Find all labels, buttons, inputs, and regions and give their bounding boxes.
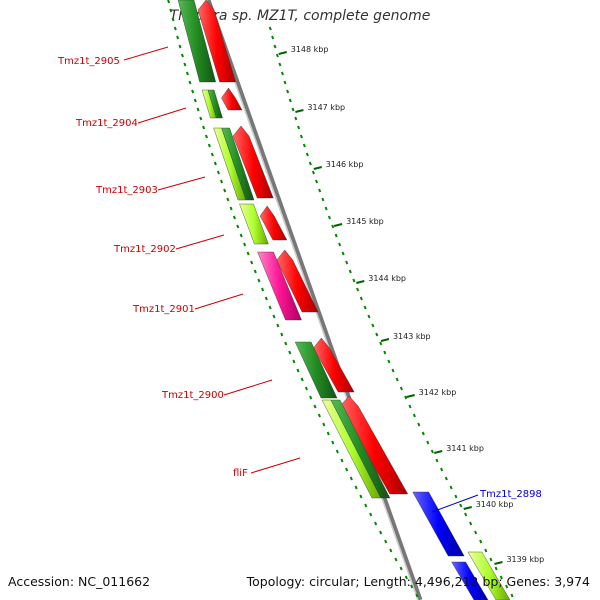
cog-tmz1t-2901	[257, 251, 302, 321]
map-title: Thauera sp. MZ1T, complete genome	[169, 8, 431, 24]
accession-text: Accession: NC_011662	[8, 574, 151, 589]
leader-line	[431, 494, 479, 513]
gene-label[interactable]: Tmz1t_2900	[161, 390, 224, 401]
tick-mark	[356, 280, 365, 284]
tick-mark	[278, 51, 287, 55]
gene-label[interactable]: Tmz1t_2902	[113, 244, 176, 255]
cds-tmz1t-2904	[221, 87, 243, 111]
cog-tmz1t-2905	[177, 0, 216, 83]
cds-tmz1t-2898	[412, 491, 465, 557]
tick-mark	[295, 109, 304, 113]
leader-line	[250, 457, 301, 474]
cds-tmz1t-2900	[313, 337, 355, 393]
cog-next-a	[467, 551, 511, 600]
leader-line	[223, 379, 273, 396]
tick-mark	[333, 223, 343, 227]
tick-mark	[463, 506, 472, 510]
tick-label: 3148 kbp	[291, 45, 329, 54]
cog-tmz1t-2904-b	[207, 89, 223, 119]
tick-label: 3141 kbp	[446, 444, 484, 453]
tick-label: 3142 kbp	[419, 388, 457, 397]
tick-label: 3144 kbp	[368, 274, 406, 283]
tick-label: 3147 kbp	[307, 103, 345, 112]
tick-mark	[494, 561, 503, 565]
gene-label[interactable]: Tmz1t_2904	[75, 118, 138, 129]
tick-mark	[313, 166, 323, 170]
tick-label: 3140 kbp	[476, 500, 514, 509]
leader-line	[137, 107, 187, 124]
tick-mark	[380, 338, 390, 342]
cog-flif-b	[330, 399, 391, 499]
gene-features	[177, 0, 511, 600]
gene-labels: Tmz1t_2905 Tmz1t_2904 Tmz1t_2903 Tmz1t_2902…	[57, 46, 542, 513]
dotted-guides	[167, 0, 514, 598]
tick-mark	[406, 394, 415, 398]
cds-flif	[339, 395, 409, 495]
gene-label[interactable]: Tmz1t_2903	[95, 185, 158, 196]
leader-line	[123, 46, 169, 61]
tick-label: 3143 kbp	[393, 332, 431, 341]
leader-line	[157, 176, 206, 191]
genome-summary-text: Topology: circular; Length: 4,496,212 bp…	[246, 574, 590, 589]
gene-label[interactable]: Tmz1t_2901	[132, 304, 195, 315]
gene-label[interactable]: fliF	[233, 468, 248, 479]
cds-tmz1t-2901	[276, 249, 319, 313]
cds-tmz1t-2902	[259, 205, 288, 241]
leader-line	[194, 293, 244, 310]
tick-label: 3145 kbp	[346, 217, 384, 226]
gene-label[interactable]: Tmz1t_2905	[57, 56, 120, 67]
leader-line	[175, 234, 225, 250]
cog-tmz1t-2902	[239, 203, 269, 245]
tick-label: 3146 kbp	[326, 160, 364, 169]
gene-label[interactable]: Tmz1t_2898	[479, 489, 542, 500]
cog-tmz1t-2903-b	[221, 127, 255, 201]
tick-label: 3139 kbp	[506, 555, 544, 564]
cog-tmz1t-2900	[294, 341, 338, 399]
cds-tmz1t-2903	[232, 125, 274, 199]
cds-next	[451, 561, 489, 600]
kbp-ticks: 3148 kbp 3147 kbp 3146 kbp 3145 kbp 3144 kbp…	[278, 45, 544, 565]
tick-mark	[433, 450, 443, 454]
genome-backbone	[205, 0, 423, 600]
cds-tmz1t-2905	[197, 0, 236, 83]
